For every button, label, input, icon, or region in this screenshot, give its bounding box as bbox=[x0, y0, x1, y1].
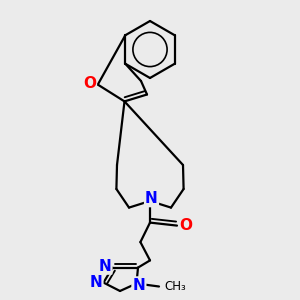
Text: CH₃: CH₃ bbox=[164, 280, 186, 293]
Text: N: N bbox=[133, 278, 145, 292]
Text: O: O bbox=[83, 76, 96, 92]
Text: O: O bbox=[179, 218, 193, 232]
Text: N: N bbox=[145, 191, 158, 206]
Text: N: N bbox=[99, 259, 111, 274]
Text: N: N bbox=[90, 275, 102, 290]
